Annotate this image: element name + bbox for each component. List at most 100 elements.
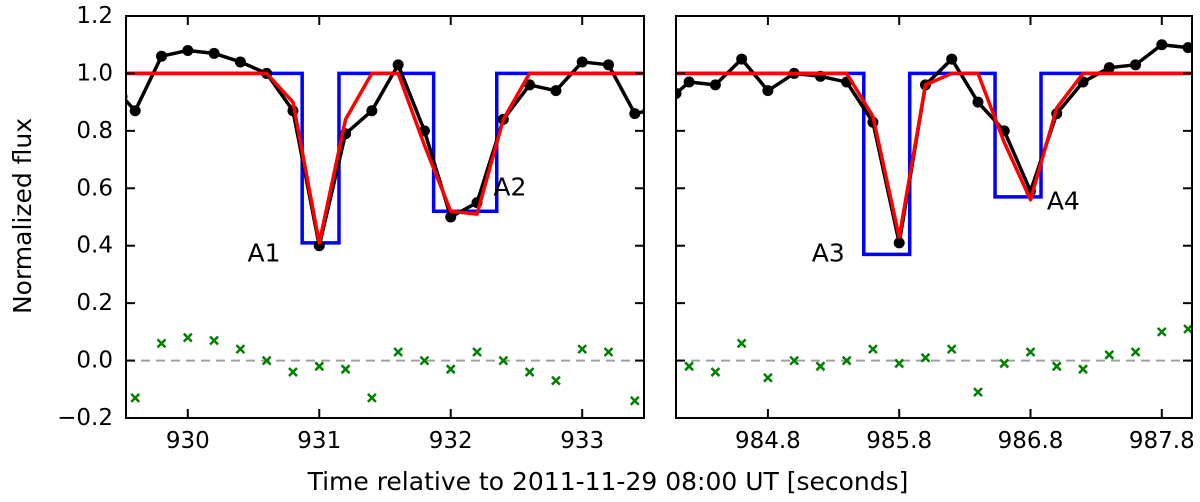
residual-marker bbox=[314, 361, 325, 372]
residual-marker bbox=[577, 344, 588, 354]
y-axis-label: Normalized flux bbox=[8, 118, 37, 314]
observed-point bbox=[182, 44, 194, 56]
observed-point bbox=[1156, 39, 1168, 51]
annotation-a1: A1 bbox=[248, 238, 281, 267]
annotation-a4: A4 bbox=[1047, 187, 1080, 216]
smoothed-model-line bbox=[126, 71, 644, 245]
y-tick-label: 0.4 bbox=[76, 233, 113, 259]
observed-point bbox=[524, 79, 536, 91]
annotation-a3: A3 bbox=[812, 238, 845, 267]
observed-point bbox=[709, 79, 721, 91]
residual-marker bbox=[684, 361, 695, 372]
x-tick-label: 985.8 bbox=[866, 428, 932, 454]
observed-point bbox=[234, 56, 246, 68]
residual-marker bbox=[920, 352, 931, 363]
residual-marker bbox=[472, 347, 482, 357]
observed-point bbox=[445, 211, 457, 223]
residual-marker bbox=[130, 393, 141, 403]
observed-point bbox=[629, 108, 641, 120]
residual-marker bbox=[235, 344, 246, 354]
residual-marker bbox=[815, 361, 826, 372]
observed-point bbox=[155, 50, 167, 62]
y-tick-label: 0.6 bbox=[76, 175, 113, 201]
annotation-a2: A2 bbox=[493, 172, 526, 201]
residual-marker bbox=[156, 338, 167, 349]
residual-marker bbox=[999, 358, 1010, 369]
residual-marker bbox=[340, 364, 351, 375]
residual-marker bbox=[288, 367, 298, 377]
residual-marker bbox=[1025, 347, 1036, 357]
observed-point bbox=[313, 240, 325, 252]
residual-marker bbox=[789, 355, 800, 366]
x-axis-label: Time relative to 2011-11-29 08:00 UT [se… bbox=[307, 467, 909, 496]
observed-point bbox=[676, 88, 682, 100]
y-tick-label: 0.2 bbox=[76, 290, 113, 316]
observed-point bbox=[603, 59, 615, 71]
panel-1: A1 A2 930 931 932 933 −0.2 0.0 0.2 0.4 0.6 0.8 1.0 1.… bbox=[57, 3, 645, 454]
x-tick-label: 984.8 bbox=[735, 428, 801, 454]
residual-marker bbox=[841, 355, 852, 366]
axes-frame bbox=[125, 15, 645, 419]
residual-marker bbox=[1156, 326, 1167, 337]
observed-point bbox=[129, 105, 141, 117]
residual-marker bbox=[1051, 361, 1062, 372]
residual-marker bbox=[261, 355, 272, 366]
residual-marker bbox=[209, 335, 219, 346]
smoothed-model-line bbox=[676, 71, 1192, 239]
plot-area bbox=[676, 33, 1200, 398]
residual-marker bbox=[1183, 324, 1192, 334]
observed-point bbox=[208, 47, 220, 59]
observed-point bbox=[946, 53, 958, 65]
observed-point bbox=[550, 85, 562, 97]
observed-point bbox=[683, 76, 695, 88]
observed-line bbox=[126, 48, 644, 248]
x-tick-label: 933 bbox=[560, 428, 604, 454]
residual-marker bbox=[736, 338, 747, 349]
x-tick-label: 930 bbox=[166, 428, 210, 454]
x-tick-label: 986.8 bbox=[998, 428, 1064, 454]
observed-point bbox=[1130, 59, 1142, 71]
observed-line bbox=[676, 42, 1192, 245]
observed-point bbox=[576, 56, 588, 68]
x-tick-label: 932 bbox=[429, 428, 473, 454]
observed-point bbox=[762, 85, 774, 97]
x-tick-label: 987.8 bbox=[1129, 428, 1195, 454]
residual-marker bbox=[868, 344, 878, 354]
observed-point bbox=[1103, 62, 1115, 74]
residual-marker bbox=[366, 393, 377, 403]
y-tick-label: 1.2 bbox=[76, 3, 113, 29]
x-tick-label: 931 bbox=[297, 428, 341, 454]
residual-marker bbox=[551, 375, 561, 386]
residual-marker bbox=[894, 358, 905, 369]
residual-marker bbox=[763, 372, 773, 383]
residual-marker bbox=[1104, 349, 1115, 360]
y-tick-label: 1.0 bbox=[76, 60, 113, 86]
residual-marker bbox=[1130, 347, 1141, 357]
residual-marker bbox=[182, 332, 193, 343]
observed-point bbox=[1182, 42, 1192, 54]
square-model-line bbox=[676, 71, 1192, 257]
panel-2: A3 A4 984.8 985.8 986.8 987.8 bbox=[675, 15, 1200, 454]
y-tick-label: −0.2 bbox=[57, 405, 113, 431]
observed-point bbox=[1196, 33, 1200, 44]
y-tick-label: 0.0 bbox=[76, 348, 113, 374]
y-tick-label: 0.8 bbox=[76, 118, 113, 144]
observed-point bbox=[366, 105, 378, 117]
observed-point bbox=[893, 237, 905, 249]
residual-marker bbox=[498, 355, 509, 366]
residual-marker bbox=[445, 364, 456, 375]
residual-marker bbox=[419, 355, 430, 366]
residual-marker bbox=[629, 395, 640, 406]
square-model-line bbox=[126, 71, 644, 245]
observed-point bbox=[736, 53, 748, 65]
observed-point bbox=[392, 59, 404, 71]
residual-marker bbox=[1078, 364, 1088, 375]
observed-point bbox=[972, 96, 984, 108]
residual-marker bbox=[393, 347, 404, 357]
panels: A1 A2 930 931 932 933 −0.2 0.0 0.2 0.4 0.6 0.8 1.0 1.… bbox=[57, 3, 1200, 454]
residual-marker bbox=[973, 387, 983, 398]
residual-marker bbox=[603, 347, 614, 357]
residual-marker bbox=[946, 344, 957, 354]
plot-area bbox=[126, 44, 644, 406]
